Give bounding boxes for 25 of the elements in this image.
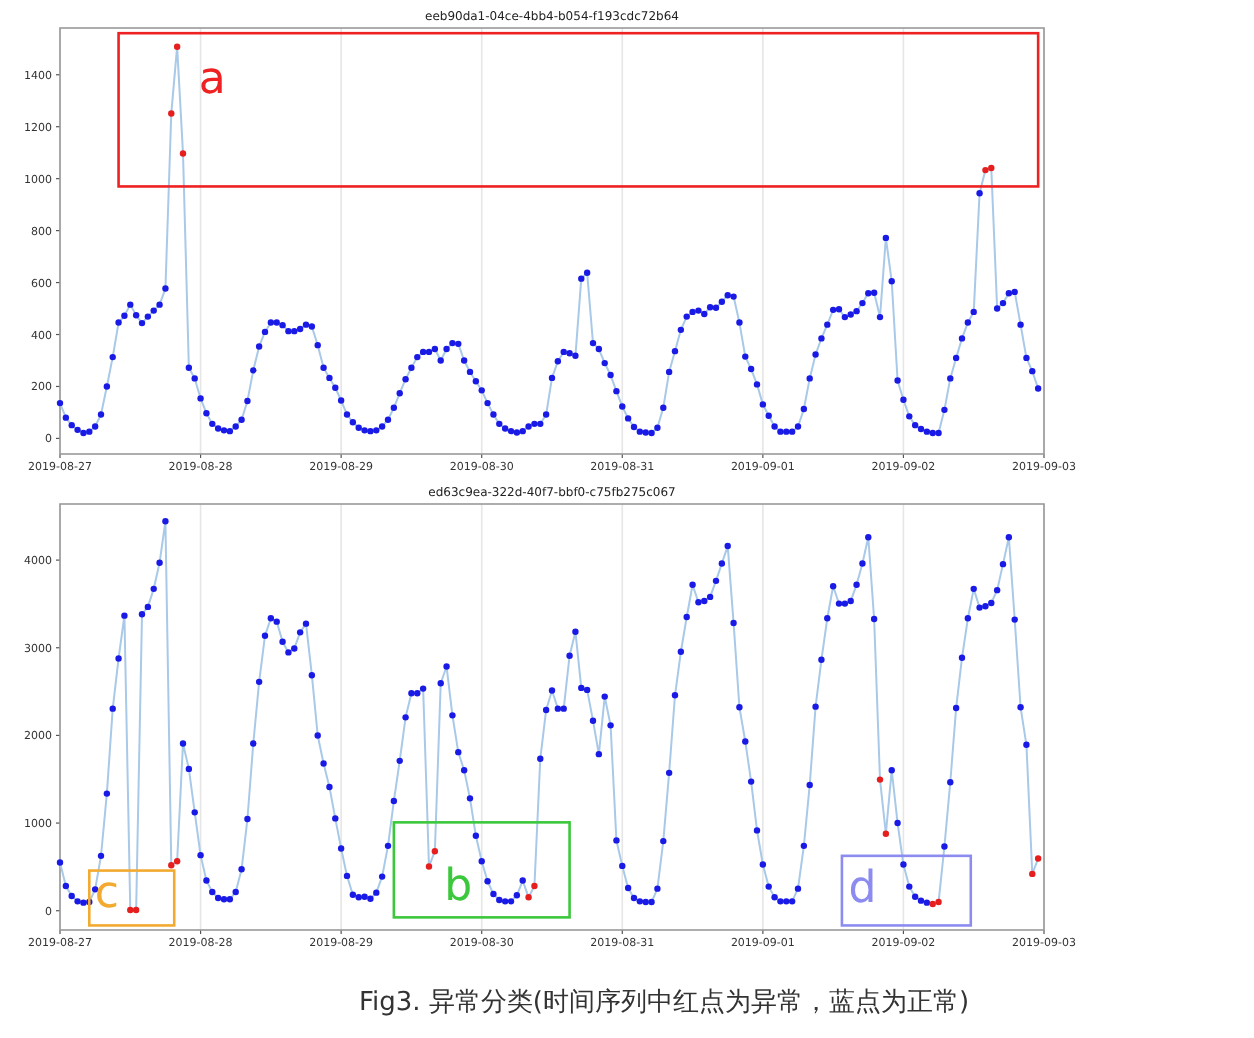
point [168,862,175,869]
annotation: d [848,863,877,914]
point [431,848,439,855]
point [173,857,181,865]
point [173,43,181,50]
point [1034,855,1042,862]
caption: Fig3. 异常分类(时间序列中红点为异常，蓝点为正常) [358,986,970,1018]
point [425,863,433,870]
point [882,830,890,837]
annotation: b [444,862,473,913]
point [982,166,989,174]
point [525,894,532,901]
point [168,110,175,117]
annotation: a [198,54,226,105]
point [935,898,942,906]
annotation: c [94,869,119,920]
point [132,906,140,914]
point [179,150,187,157]
point [127,906,134,914]
point [876,776,884,783]
point [988,164,995,172]
point [531,882,538,890]
line-series [59,45,1040,434]
point [1029,870,1036,878]
point [929,900,936,908]
